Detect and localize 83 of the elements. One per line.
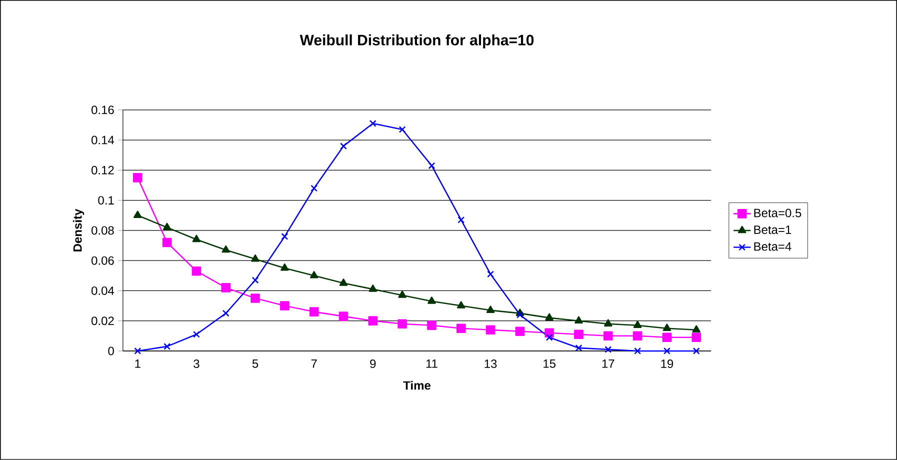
point bbox=[486, 325, 496, 335]
y-tick-label: 0 bbox=[108, 346, 114, 356]
x-tick-label: 15 bbox=[544, 360, 556, 368]
chart-title: Weibull Distribution for alpha=10 bbox=[300, 34, 534, 48]
point bbox=[427, 320, 436, 330]
point bbox=[634, 348, 642, 354]
point bbox=[692, 325, 700, 333]
point bbox=[221, 283, 231, 292]
y-axis-title: Density bbox=[72, 208, 84, 252]
point bbox=[662, 332, 672, 342]
point bbox=[545, 313, 554, 321]
point bbox=[603, 331, 613, 341]
point bbox=[398, 126, 406, 134]
x-tick-label: 19 bbox=[661, 360, 674, 368]
point bbox=[398, 319, 407, 329]
legend-label: Beta=0.5 bbox=[754, 208, 802, 218]
point bbox=[162, 238, 172, 248]
x-tick-label: 13 bbox=[484, 360, 497, 368]
point bbox=[456, 301, 466, 308]
point bbox=[458, 216, 465, 224]
point bbox=[310, 271, 318, 278]
legend-label: Beta=1 bbox=[754, 226, 792, 234]
point bbox=[486, 306, 495, 313]
x-tick-label: 3 bbox=[194, 360, 200, 368]
point bbox=[515, 326, 525, 336]
y-tick-label: 0.16 bbox=[92, 106, 114, 114]
legend-label: Beta=4 bbox=[754, 242, 792, 251]
y-tick-label: 0.12 bbox=[92, 166, 114, 174]
y-tick-label: 0.1 bbox=[98, 196, 114, 205]
point bbox=[662, 324, 672, 332]
point bbox=[222, 245, 230, 253]
point bbox=[369, 120, 376, 128]
point bbox=[162, 222, 172, 230]
y-tick-label: 0.02 bbox=[92, 316, 114, 326]
point bbox=[164, 343, 171, 350]
point bbox=[368, 316, 378, 326]
y-tick-label: 0.06 bbox=[92, 256, 114, 265]
x-tick-label: 5 bbox=[252, 360, 258, 368]
point bbox=[692, 348, 700, 354]
point bbox=[428, 162, 436, 170]
point bbox=[575, 344, 582, 352]
point bbox=[368, 284, 378, 292]
point bbox=[632, 331, 642, 341]
point bbox=[456, 324, 466, 334]
point bbox=[192, 266, 202, 276]
point bbox=[250, 294, 260, 303]
point bbox=[516, 311, 524, 318]
point bbox=[280, 264, 289, 271]
point bbox=[251, 254, 260, 262]
point bbox=[222, 310, 230, 317]
point bbox=[280, 301, 290, 310]
point bbox=[604, 346, 612, 353]
x-tick-label: 11 bbox=[426, 360, 438, 368]
point bbox=[633, 320, 642, 328]
point bbox=[252, 276, 259, 284]
point bbox=[604, 319, 612, 327]
point bbox=[574, 330, 584, 340]
x-tick-label: 7 bbox=[311, 360, 317, 368]
point bbox=[281, 233, 288, 240]
x-axis-title: Time bbox=[403, 380, 430, 390]
point bbox=[134, 210, 142, 218]
point bbox=[134, 348, 142, 354]
point bbox=[487, 270, 494, 278]
point bbox=[663, 348, 670, 354]
point bbox=[692, 332, 702, 342]
point bbox=[132, 173, 142, 182]
x-tick-label: 17 bbox=[602, 360, 614, 368]
point bbox=[309, 307, 319, 316]
point bbox=[192, 330, 200, 338]
point bbox=[310, 184, 318, 192]
x-tick-label: 9 bbox=[370, 360, 376, 368]
point bbox=[428, 296, 436, 304]
point bbox=[339, 278, 348, 286]
y-tick-label: 0.14 bbox=[92, 136, 114, 144]
y-tick-label: 0.08 bbox=[92, 226, 114, 235]
x-tick-label: 1 bbox=[135, 360, 140, 368]
y-tick-label: 0.04 bbox=[92, 286, 114, 295]
point bbox=[574, 316, 583, 324]
point bbox=[338, 312, 348, 322]
point bbox=[546, 334, 553, 341]
point bbox=[398, 290, 406, 298]
point bbox=[340, 142, 347, 150]
point bbox=[192, 234, 201, 242]
